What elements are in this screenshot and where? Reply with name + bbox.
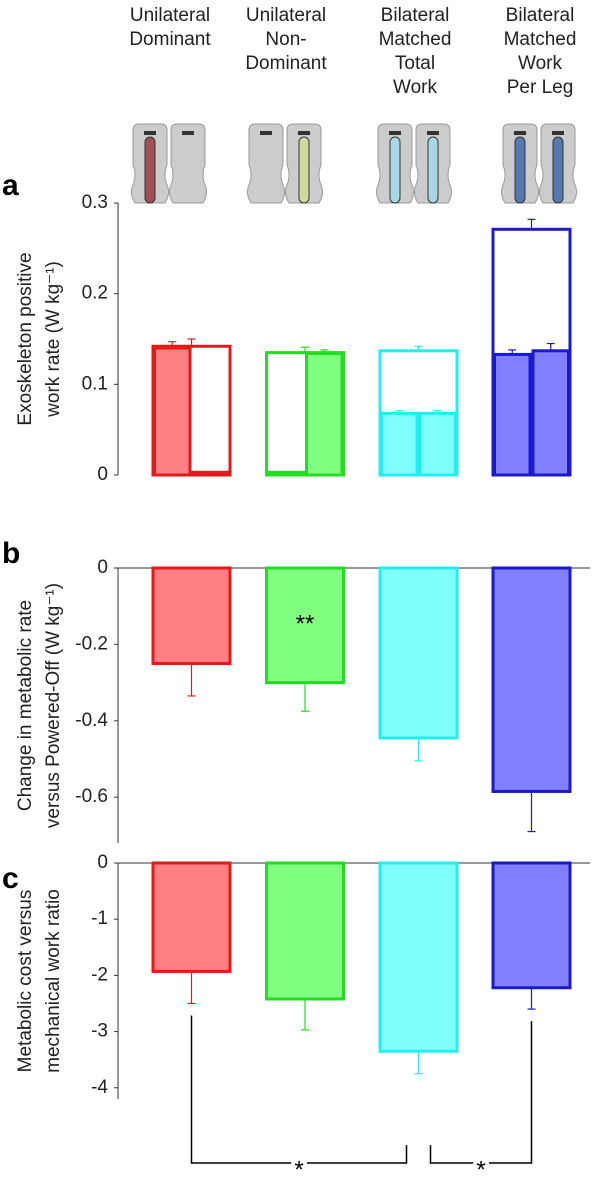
bar: [191, 470, 230, 477]
exo-actuator: [298, 136, 310, 204]
error-bar: [414, 345, 423, 351]
category-label: Matched: [379, 29, 452, 50]
bar: [491, 861, 572, 990]
category-label: Work: [393, 77, 437, 98]
exo-actuator: [144, 136, 156, 204]
exo-strap: [427, 131, 439, 135]
bar: [266, 470, 305, 477]
bar: [151, 861, 232, 973]
exo-strap: [182, 131, 194, 135]
exo-icon: [168, 123, 208, 204]
error-bar: [527, 987, 536, 1010]
y-tick-label: 0.2: [82, 283, 108, 304]
error-bar: [187, 971, 196, 1005]
y-axis-label: versus Powered-Off (W kg⁻¹): [43, 583, 64, 828]
error-bar: [414, 1051, 423, 1075]
y-tick-label: 0: [97, 464, 108, 485]
panel-label: a: [2, 169, 19, 202]
y-tick-label: -4: [91, 1077, 108, 1098]
y-axis-label: Exoskeleton positive: [15, 252, 36, 425]
y-tick-label: -2: [91, 964, 108, 985]
panel-label: b: [2, 537, 20, 570]
bar: [378, 861, 459, 1053]
exo-actuator: [514, 136, 526, 204]
bar: [493, 352, 532, 477]
error-bar: [301, 998, 309, 1031]
category-label: Dominant: [245, 53, 327, 74]
bar: [380, 411, 419, 477]
bar: [265, 566, 345, 685]
error-bar: [187, 663, 196, 697]
panel-label: c: [2, 862, 19, 895]
category-label: Matched: [504, 29, 577, 50]
exo-strap: [514, 131, 526, 135]
exo-strap: [144, 131, 156, 135]
y-tick-label: 0: [97, 557, 108, 578]
error-bar: [320, 349, 329, 354]
y-tick-label: -1: [91, 908, 108, 929]
y-tick-label: -0.6: [75, 786, 108, 807]
category-label: Per Leg: [507, 77, 574, 98]
category-label: Bilateral: [506, 5, 575, 26]
bar: [378, 566, 459, 740]
y-tick-label: 0.3: [82, 192, 108, 213]
y-tick-label: -0.2: [75, 633, 108, 654]
bar: [305, 352, 344, 477]
y-tick-label: -0.4: [75, 710, 108, 731]
exo-actuator: [427, 136, 439, 204]
exo-strap: [389, 131, 401, 135]
category-label: Bilateral: [381, 5, 450, 26]
category-label: Unilateral: [130, 5, 210, 26]
y-axis-label: work rate (W kg⁻¹): [43, 261, 64, 418]
annotation: **: [296, 611, 315, 638]
bar: [153, 346, 192, 477]
category-label: Total: [395, 53, 435, 74]
exo-strap: [298, 131, 310, 135]
error-bar: [187, 338, 196, 347]
exo-strap: [260, 131, 272, 135]
y-tick-label: -3: [91, 1021, 108, 1042]
significance-label: *: [476, 1156, 485, 1183]
error-bar: [433, 410, 442, 414]
significance-bracket: [190, 1015, 408, 1164]
y-axis-label: Change in metabolic rate: [15, 600, 36, 811]
y-tick-label: 0: [97, 852, 108, 873]
exo-actuator: [389, 136, 401, 204]
category-label: Non-: [265, 29, 306, 50]
error-bar: [168, 341, 177, 349]
error-bar: [546, 342, 555, 351]
exo-icon: [246, 123, 286, 204]
exo-actuator: [552, 136, 564, 204]
significance-bracket: [429, 1021, 533, 1164]
error-bar: [301, 346, 309, 353]
error-bar: [414, 737, 423, 762]
exo-strap: [552, 131, 564, 135]
y-tick-label: 0.1: [82, 373, 108, 394]
category-label: Unilateral: [246, 5, 326, 26]
category-label: Work: [518, 53, 562, 74]
error-bar: [508, 349, 517, 355]
bar: [151, 566, 232, 665]
bar: [418, 411, 457, 477]
bar: [531, 349, 570, 477]
error-bar: [395, 410, 404, 414]
bar: [265, 861, 345, 1001]
category-label: Dominant: [129, 29, 211, 50]
bar: [491, 566, 572, 793]
significance-label: *: [294, 1156, 303, 1183]
error-bar: [527, 218, 536, 230]
error-bar: [301, 682, 309, 712]
error-bar: [527, 791, 536, 833]
y-axis-label: mechanical work ratio: [43, 889, 64, 1073]
y-axis-label: Metabolic cost versus: [15, 890, 36, 1073]
